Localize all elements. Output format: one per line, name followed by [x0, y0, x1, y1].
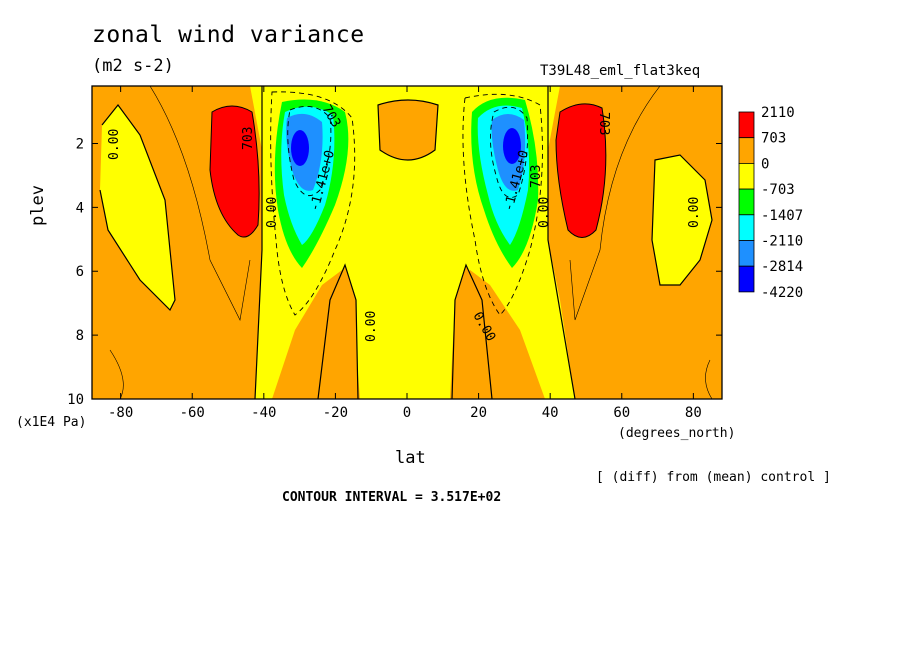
legend-swatch — [738, 214, 755, 241]
legend-level: 0 — [761, 156, 769, 172]
contour-label: 0.00 — [107, 129, 122, 160]
contour-fill — [92, 86, 722, 399]
contour-zero-sh — [254, 86, 263, 399]
field-orange-equator — [378, 100, 438, 160]
legend-level: -2814 — [761, 259, 803, 275]
y-axis-unit: (x1E4 Pa) — [16, 415, 87, 430]
x-axis-label: lat — [395, 448, 426, 468]
contour-label: 703 — [241, 127, 256, 150]
y-tick-label: 2 — [76, 136, 84, 152]
contour-label: 0.00 — [687, 197, 702, 228]
legend-level: -4220 — [761, 285, 803, 301]
field-darkblue-nh — [503, 128, 521, 164]
contour-zero-nh-high — [651, 154, 713, 286]
legend-swatch — [738, 188, 755, 216]
chart-title: zonal wind variance — [92, 22, 365, 48]
contour-lines-negative — [270, 91, 543, 316]
contour-zero-nh-lower — [451, 263, 493, 399]
legend-swatch — [738, 137, 755, 164]
contour-label: 0.00 — [364, 311, 379, 342]
contour-label: 703 — [596, 112, 611, 135]
x-tick-label: 20 — [470, 405, 487, 421]
legend-swatch — [738, 240, 755, 267]
field-red-sh — [209, 105, 260, 238]
x-tick-label: -20 — [323, 405, 348, 421]
contour-zero-sh-lower — [317, 263, 359, 399]
legend-level: -1407 — [761, 208, 803, 224]
contour-label: 0.00 — [537, 197, 552, 228]
field-darkblue-sh — [291, 130, 309, 166]
y-tick-label: 4 — [76, 200, 84, 216]
legend-level: -2110 — [761, 234, 803, 250]
field-orange-nh-lower — [452, 265, 492, 399]
contour-zero-equator — [377, 99, 439, 161]
diff-note: [ (diff) from (mean) control ] — [596, 470, 831, 485]
x-tick-label: 80 — [685, 405, 702, 421]
y-tick-label: 8 — [76, 328, 84, 344]
x-axis-unit: (degrees_north) — [618, 426, 736, 441]
x-tick-label: -80 — [108, 405, 133, 421]
x-axis-ticks: -80 -60 -40 -20 0 20 40 60 80 — [108, 86, 702, 421]
legend-level: 703 — [761, 131, 786, 147]
legend-swatch — [738, 162, 755, 190]
experiment-name: T39L48_eml_flat3keq — [540, 63, 701, 79]
x-tick-label: 60 — [613, 405, 630, 421]
x-tick-label: -40 — [251, 405, 276, 421]
color-legend: 2110 703 0 -703 -1407 -2110 -2814 -4220 — [738, 105, 803, 301]
contour-label: 0.00 — [265, 197, 280, 228]
contour-interval: CONTOUR INTERVAL = 3.517E+02 — [282, 490, 502, 505]
contour-zero-nh — [547, 86, 576, 399]
field-red-nh — [555, 103, 607, 238]
legend-level: -703 — [761, 182, 795, 198]
legend-swatch — [738, 111, 755, 139]
field-orange-sh-lower — [318, 265, 358, 399]
chart-units: (m2 s-2) — [92, 56, 174, 76]
contour-label: 703 — [529, 165, 544, 188]
contour-lines-thin — [109, 86, 713, 399]
field-yellow-sh-high — [100, 105, 175, 310]
y-tick-label: 6 — [76, 264, 84, 280]
x-tick-label: 0 — [403, 405, 411, 421]
contour-lines — [99, 86, 713, 399]
x-tick-label: -60 — [180, 405, 205, 421]
legend-level: 2110 — [761, 105, 795, 121]
field-yellow-nh-high — [652, 155, 712, 285]
contour-zero-sh-high — [99, 104, 176, 312]
x-tick-label: 40 — [542, 405, 559, 421]
legend-swatch — [738, 265, 755, 293]
y-axis-ticks: 2 4 6 8 10 — [67, 136, 722, 408]
y-tick-label: 10 — [67, 392, 84, 408]
